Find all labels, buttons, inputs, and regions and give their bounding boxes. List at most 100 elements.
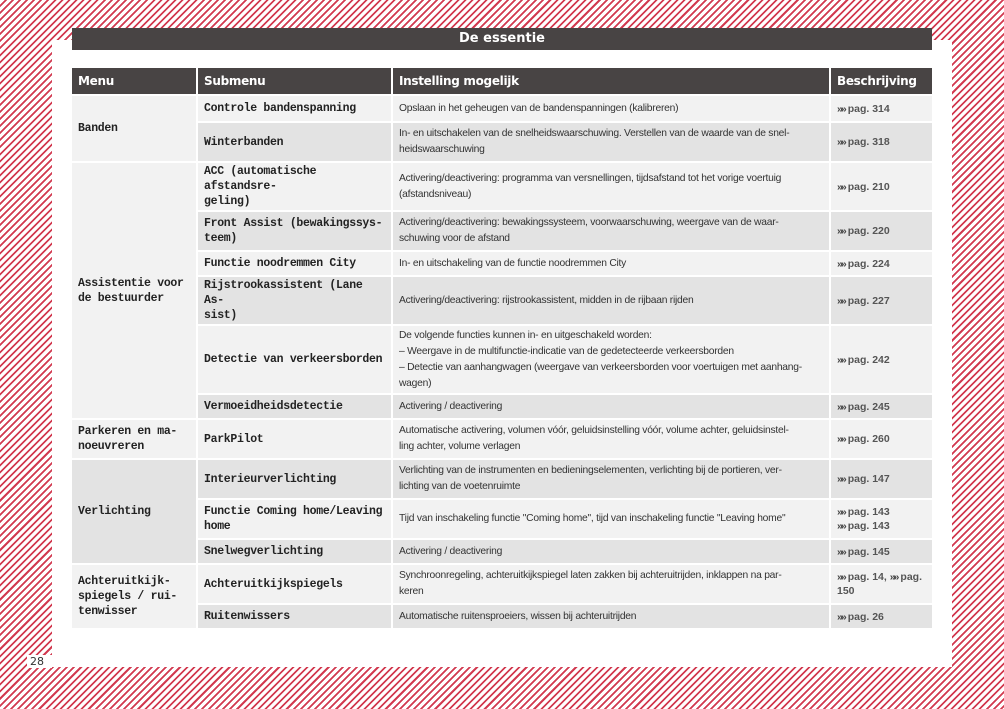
menu-cell: Verlichting — [72, 460, 196, 563]
table-row: Parkeren en ma- noeuvreren ParkPilot Autom… — [72, 420, 932, 458]
menu-cell: Parkeren en ma- noeuvreren — [72, 420, 196, 458]
page-link[interactable]: pag. 245 — [847, 400, 890, 413]
page-reference-cell: »» pag. 14, »» pag. 150 — [831, 565, 932, 603]
page-link[interactable]: pag. 150 — [837, 571, 922, 597]
page-link-arrow-icon: »» — [837, 180, 847, 193]
column-header-submenu: Submenu — [198, 68, 391, 94]
setting-cell: Verlichting van de instrumenten en bedie… — [393, 460, 829, 498]
table-row: Verlichting Interieurverlichting Verlichti… — [72, 460, 932, 563]
submenu-cell: Functie noodremmen City — [198, 252, 391, 275]
page-link-arrow-icon: »» — [837, 506, 847, 518]
menu-cell: Achteruitkijk- spiegels / rui- tenwisser — [72, 565, 196, 628]
page-link[interactable]: pag. 260 — [847, 433, 890, 445]
table-row: Achteruitkijk- spiegels / rui- tenwisser… — [72, 565, 932, 628]
page-reference-cell: »» pag. 145 — [831, 540, 932, 563]
setting-cell: Synchroonregeling, achteruitkijkspiegel … — [393, 565, 829, 603]
page-reference-cell: »» pag. 220 — [831, 212, 932, 250]
page-reference-cell: »» pag. 224 — [831, 252, 932, 275]
page-link-arrow-icon: »» — [837, 102, 847, 115]
setting-cell: Automatische ruitensproeiers, wissen bij… — [393, 605, 829, 628]
table-row: Functie noodremmen City In- en uitschakel… — [72, 252, 932, 275]
submenu-cell: Interieurverlichting — [198, 460, 391, 498]
setting-cell: De volgende functies kunnen in- en uitge… — [393, 326, 829, 393]
page-link-arrow-icon: »» — [837, 520, 847, 532]
submenu-cell: Winterbanden — [198, 123, 391, 161]
page-link[interactable]: pag. 147 — [847, 473, 890, 485]
page-link-arrow-icon: »» — [837, 610, 847, 623]
setting-cell: Opslaan in het geheugen van de bandenspa… — [393, 96, 829, 121]
page-reference-cell: »» pag. 26 — [831, 605, 932, 628]
submenu-cell: Ruitenwissers — [198, 605, 391, 628]
setting-cell: Activering / deactivering — [393, 540, 829, 563]
setting-cell: Activering/deactivering: programma van v… — [393, 163, 829, 210]
page-link-arrow-icon: »» — [837, 545, 847, 558]
page-link-arrow-icon: »» — [837, 353, 847, 366]
page-reference-cell: »» pag. 318 — [831, 123, 932, 161]
submenu-cell: Snelwegverlichting — [198, 540, 391, 563]
table-row: Ruitenwissers Automatische ruitensproeier… — [72, 605, 932, 628]
page-link[interactable]: pag. 143 — [847, 506, 890, 518]
page-number: 28 — [30, 655, 44, 668]
submenu-cell: Controle bandenspanning — [198, 96, 391, 121]
menu-cell: Assistentie voor de bestuurder — [72, 163, 196, 418]
page-link[interactable]: pag. 224 — [847, 257, 890, 270]
page-link-arrow-icon: »» — [837, 294, 847, 307]
table-row: Winterbanden In- en uitschakelen van de s… — [72, 123, 932, 161]
menu-cell: Banden — [72, 96, 196, 161]
table-row: Functie Coming home/Leaving home Tijd van… — [72, 500, 932, 538]
setting-cell: In- en uitschakeling van de functie nood… — [393, 252, 829, 275]
page-reference-cell: »» pag. 227 — [831, 277, 932, 324]
column-header-setting: Instelling mogelijk — [393, 68, 829, 94]
table-row: Front Assist (bewakingssys- teem) Activer… — [72, 212, 932, 250]
table-header-row: Menu Submenu Instelling mogelijk Beschri… — [72, 68, 932, 94]
submenu-cell: ACC (automatische afstandsre- geling) — [198, 163, 391, 210]
setting-cell: Activering/deactivering: rijstrookassist… — [393, 277, 829, 324]
page-reference-cell: »» pag. 143 »» pag. 143 — [831, 500, 932, 538]
page-link-arrow-icon: »» — [837, 571, 847, 583]
page-link-arrow-icon: »» — [837, 433, 847, 445]
page-reference-cell: »» pag. 242 — [831, 326, 932, 393]
submenu-cell: ParkPilot — [198, 420, 391, 458]
page-reference-cell: »» pag. 245 — [831, 395, 932, 418]
page-reference-cell: »» pag. 147 — [831, 460, 932, 498]
page-link[interactable]: pag. 210 — [847, 180, 890, 193]
settings-table: Menu Submenu Instelling mogelijk Beschri… — [70, 66, 934, 630]
submenu-cell: Front Assist (bewakingssys- teem) — [198, 212, 391, 250]
submenu-cell: Vermoeidheidsdetectie — [198, 395, 391, 418]
page-link[interactable]: pag. 26 — [847, 610, 884, 623]
page-link-arrow-icon: »» — [837, 257, 847, 270]
column-header-description: Beschrijving — [831, 68, 932, 94]
column-header-menu: Menu — [72, 68, 196, 94]
table-row: Detectie van verkeersborden De volgende f… — [72, 326, 932, 393]
setting-cell: In- en uitschakelen van de snelheidswaar… — [393, 123, 829, 161]
table-row: Snelwegverlichting Activering / deactiver… — [72, 540, 932, 563]
page-link[interactable]: pag. 220 — [847, 225, 890, 237]
page-link[interactable]: pag. 145 — [847, 545, 890, 558]
setting-cell: Activering / deactivering — [393, 395, 829, 418]
page-link[interactable]: pag. 14, — [847, 571, 887, 583]
submenu-cell: Functie Coming home/Leaving home — [198, 500, 391, 538]
page-link[interactable]: pag. 227 — [847, 294, 890, 307]
page-link-arrow-icon: »» — [837, 473, 847, 485]
section-title: De essentie — [72, 28, 932, 50]
page-reference-cell: »» pag. 314 — [831, 96, 932, 121]
page-link[interactable]: pag. 314 — [847, 102, 890, 115]
submenu-cell: Detectie van verkeersborden — [198, 326, 391, 393]
submenu-cell: Achteruitkijkspiegels — [198, 565, 391, 603]
page-link-arrow-icon: »» — [837, 400, 847, 413]
page-link[interactable]: pag. 242 — [847, 353, 890, 366]
setting-cell: Activering/deactivering: bewakingssystee… — [393, 212, 829, 250]
page-link-arrow-icon: »» — [837, 136, 847, 148]
page-link-arrow-icon: »» — [889, 571, 900, 583]
page-reference-cell: »» pag. 210 — [831, 163, 932, 210]
page-link[interactable]: pag. 143 — [847, 520, 890, 532]
setting-cell: Tijd van inschakeling functie "Coming ho… — [393, 500, 829, 538]
submenu-cell: Rijstrookassistent (Lane As- sist) — [198, 277, 391, 324]
page-link-arrow-icon: »» — [837, 225, 847, 237]
page-number-box — [27, 655, 52, 668]
page-link[interactable]: pag. 318 — [847, 136, 890, 148]
table-row: Assistentie voor de bestuurder ACC (autom… — [72, 163, 932, 418]
table-row: Banden Controle bandenspanning Opslaan in … — [72, 96, 932, 161]
table-row: Vermoeidheidsdetectie Activering / deacti… — [72, 395, 932, 418]
setting-cell: Automatische activering, volumen vóór, g… — [393, 420, 829, 458]
